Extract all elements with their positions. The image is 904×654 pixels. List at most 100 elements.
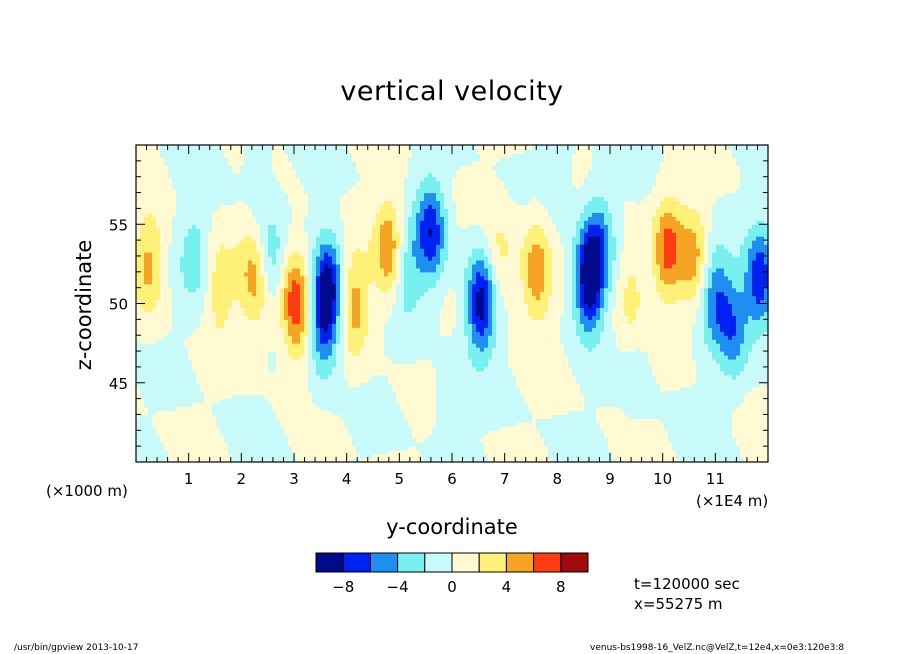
heatmap-cell — [212, 295, 217, 301]
heatmap-cell — [192, 188, 197, 194]
heatmap-cell — [276, 228, 281, 233]
heatmap-cell — [248, 216, 253, 221]
heatmap-cell — [240, 454, 245, 459]
heatmap-cell — [312, 422, 317, 427]
heatmap-cell — [368, 148, 373, 154]
heatmap-cell — [176, 414, 181, 420]
heatmap-cell — [288, 450, 293, 455]
heatmap-cell — [260, 208, 265, 213]
heatmap-cell — [312, 248, 317, 253]
heatmap-cell — [384, 398, 389, 404]
heatmap-cell — [188, 347, 193, 352]
heatmap-cell — [172, 184, 177, 190]
heatmap-cell — [256, 259, 261, 265]
heatmap-cell — [352, 402, 357, 408]
heatmap-cell — [196, 331, 201, 336]
heatmap-cell — [368, 335, 373, 340]
heatmap-cell — [188, 236, 193, 241]
heatmap-cell — [308, 339, 313, 344]
heatmap-cell — [272, 362, 277, 368]
heatmap-cell — [316, 145, 321, 150]
heatmap-cell — [196, 434, 201, 439]
heatmap-cell — [184, 370, 189, 376]
heatmap-cell — [204, 315, 209, 320]
heatmap-cell — [360, 204, 365, 209]
heatmap-cell — [352, 244, 357, 249]
heatmap-cell — [172, 188, 177, 194]
heatmap-cell — [340, 208, 345, 213]
heatmap-cell — [212, 200, 217, 206]
heatmap-cell — [340, 414, 345, 420]
heatmap-cell — [216, 156, 221, 162]
heatmap-cell — [240, 275, 245, 281]
heatmap-cell — [312, 152, 317, 158]
heatmap-cell — [156, 351, 161, 356]
heatmap-cell — [356, 446, 361, 451]
heatmap-cell — [348, 442, 353, 447]
heatmap-cell — [292, 426, 297, 431]
heatmap-cell — [320, 299, 325, 305]
heatmap-cell — [256, 430, 261, 435]
heatmap-cell — [232, 180, 237, 186]
heatmap-cell — [160, 184, 165, 190]
heatmap-cell — [200, 450, 205, 455]
heatmap-cell — [360, 319, 365, 324]
heatmap-cell — [380, 220, 385, 225]
heatmap-cell — [240, 228, 245, 233]
heatmap-cell — [280, 299, 285, 305]
heatmap-cell — [264, 315, 269, 320]
heatmap-cell — [196, 390, 201, 396]
heatmap-cell — [280, 267, 285, 273]
heatmap-cell — [236, 355, 241, 360]
heatmap-cell — [156, 450, 161, 455]
heatmap-cell — [200, 311, 205, 316]
heatmap-cell — [244, 382, 249, 388]
heatmap-cell — [360, 446, 365, 451]
heatmap-cell — [204, 200, 209, 206]
heatmap-cell — [292, 323, 297, 328]
heatmap-cell — [368, 188, 373, 194]
heatmap-cell — [352, 240, 357, 245]
heatmap-cell — [184, 176, 189, 182]
heatmap-cell — [356, 438, 361, 443]
heatmap-cell — [348, 418, 353, 423]
heatmap-cell — [200, 275, 205, 281]
heatmap-cell — [168, 232, 173, 237]
heatmap-cell — [256, 263, 261, 269]
heatmap-cell — [376, 232, 381, 237]
heatmap-cell — [280, 414, 285, 420]
heatmap-cell — [248, 200, 253, 206]
heatmap-cell — [176, 335, 181, 340]
heatmap-cell — [312, 263, 317, 269]
heatmap-cell — [368, 259, 373, 265]
heatmap-cell — [296, 295, 301, 301]
heatmap-cell — [168, 160, 173, 166]
heatmap-cell — [200, 362, 205, 368]
heatmap-cell — [232, 287, 237, 293]
heatmap-cell — [344, 382, 349, 388]
heatmap-cell — [224, 212, 229, 217]
heatmap-cell — [184, 351, 189, 356]
heatmap-cell — [180, 418, 185, 423]
heatmap-cell — [232, 398, 237, 404]
heatmap-cell — [256, 323, 261, 328]
heatmap-cell — [376, 263, 381, 269]
heatmap-cell — [224, 180, 229, 186]
heatmap-cell — [220, 184, 225, 190]
heatmap-cell — [328, 152, 333, 158]
heatmap-cell — [292, 263, 297, 269]
heatmap-cell — [356, 331, 361, 336]
heatmap-cell — [184, 275, 189, 281]
heatmap-cell — [176, 152, 181, 158]
heatmap-cell — [264, 307, 269, 313]
heatmap-cell — [220, 279, 225, 285]
heatmap-cell — [204, 295, 209, 301]
heatmap-cell — [148, 204, 153, 209]
heatmap-cell — [164, 160, 169, 166]
heatmap-cell — [256, 180, 261, 186]
heatmap-cell — [284, 303, 289, 309]
heatmap-cell — [372, 251, 377, 257]
heatmap-cell — [320, 450, 325, 455]
heatmap-cell — [344, 331, 349, 336]
heatmap-cell — [244, 255, 249, 261]
